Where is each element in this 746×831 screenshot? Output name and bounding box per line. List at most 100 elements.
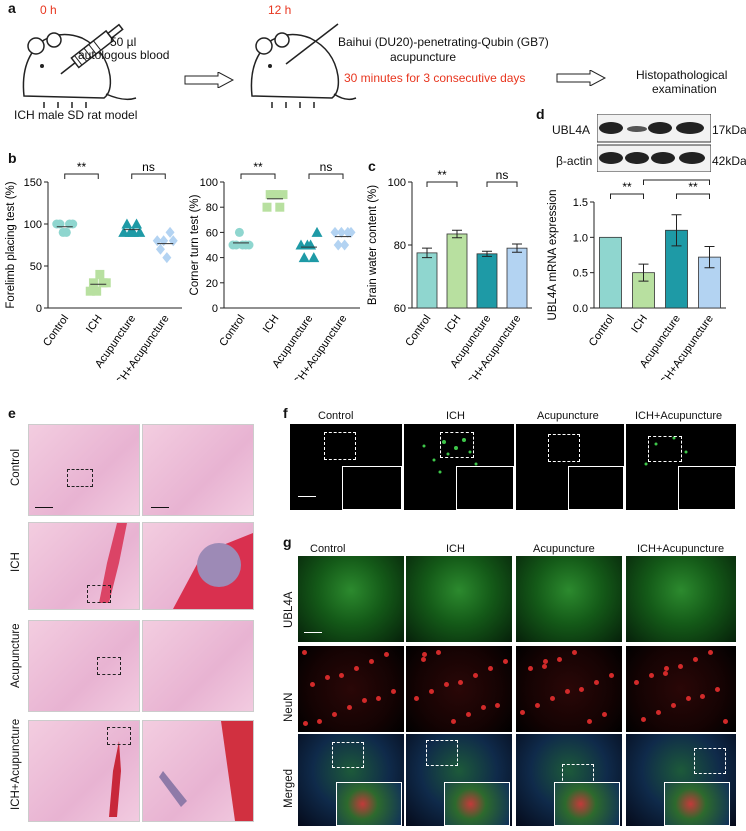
significance-label: ** [253,160,263,174]
significance-label: ** [688,180,698,194]
x-tick-label: Control [587,313,617,349]
y-axis-title: Forelimb placing test (%) [5,181,17,308]
he-ich-acupuncture-high [142,720,254,822]
data-point [272,190,282,200]
y-tick-label: 20 [206,278,218,290]
blot-label-ubl4a: UBL4A [552,123,591,137]
g-inset [444,782,510,826]
x-tick-label: ICH [443,313,464,335]
data-point [155,243,165,255]
f-image-ich-acupuncture [626,424,736,510]
data-point [298,252,310,263]
neun-cell [310,682,315,687]
he-hemorrhage [173,533,253,609]
panel-label-f: f [283,405,288,421]
panel-label-c: c [368,158,376,174]
g-col-label-control: Control [310,543,346,555]
error-bar [482,250,492,257]
neun-cell [421,657,426,662]
neun-cell [671,703,676,708]
y-tick-label: 80 [394,240,406,252]
he-acupuncture-low [28,620,140,712]
neun-cell [488,666,493,671]
blood-volume: 50 µl [110,35,137,49]
y-tick-label: 100 [388,177,406,189]
rat-acupuncture-illustration [250,23,357,108]
panel-label-a: a [8,0,16,16]
f-zoom-box [324,432,356,460]
acupuncture-duration: 30 minutes for 3 consecutive days [344,71,526,85]
neun-cell [466,712,471,717]
neun-cell [384,652,389,657]
g-zoom-box [332,742,364,768]
neun-cell [302,650,307,655]
neun-cell [481,705,486,710]
neun-cell [369,659,374,664]
he-hemorrhage [109,741,121,817]
x-tick-label: ICH [261,313,282,335]
y-tick-label: 0 [212,303,218,315]
neun-cell [634,680,639,685]
neun-cell [700,694,705,699]
y-tick-label: 0 [36,303,42,315]
neun-cell [664,666,669,671]
neun-cell [587,719,592,724]
he-zoom-box [107,727,131,745]
neun-cell [535,703,540,708]
significance-label: ns [496,168,509,182]
y-tick-label: 0.0 [573,303,588,315]
g-row-label-merged: Merged [283,769,295,808]
e-row-label-control: Control [10,448,22,486]
y-tick-label: 50 [30,261,42,273]
neun-cell [332,712,337,717]
chart-ubl4a-mrna: 0.0 0.5 1.0 1.5 UBL4A mRNA expression Control… [547,174,726,380]
g-image-merged-control [298,734,404,826]
significance-bracket [643,179,710,185]
significance-label: ** [437,168,447,182]
neun-cell [594,680,599,685]
e-row-label-ich: ICH [10,552,22,572]
he-ich-acupuncture-low [28,720,140,822]
arrow-right-icon [184,72,234,88]
panel-label-e: e [8,405,16,421]
y-axis-title: Corner turn test (%) [189,194,201,295]
neun-cell [602,712,607,717]
neun-cell [656,710,661,715]
neun-cell [429,689,434,694]
data-point [330,226,340,238]
y-tick-label: 150 [24,177,42,189]
y-tick-label: 100 [200,177,218,189]
x-tick-label: Control [403,313,433,349]
neun-cell [649,673,654,678]
data-point [85,286,95,296]
neun-cell [708,650,713,655]
y-tick-label: 80 [206,202,218,214]
acupuncture-line2: acupuncture [390,50,457,64]
neun-cell [339,673,344,678]
blot-kda-42: 42kDa [712,154,746,168]
neun-cell [376,696,381,701]
g-image-neun-ich [406,646,512,732]
data-point [308,252,320,263]
rat-syringe-illustration [22,23,137,108]
neun-cell [414,696,419,701]
g-col-label-ich: ICH [446,543,465,555]
he-zoom-box [67,469,93,487]
y-tick-label: 60 [394,303,406,315]
he-control-low [28,424,140,516]
y-axis-title: Brain water content (%) [367,185,379,305]
neun-cell [542,664,547,669]
scale-bar [151,507,169,508]
he-zoom-box [97,657,121,675]
data-point [55,219,65,229]
x-tick-label: ICH [84,313,105,335]
significance-bracket [240,173,276,179]
neun-cell [354,666,359,671]
f-inset [342,466,402,510]
significance-label: ns [142,160,155,174]
significance-label: * [674,174,679,180]
neun-cell [579,687,584,692]
f-inset [678,466,736,510]
significance-bracket [64,173,99,179]
data-point [333,239,343,251]
